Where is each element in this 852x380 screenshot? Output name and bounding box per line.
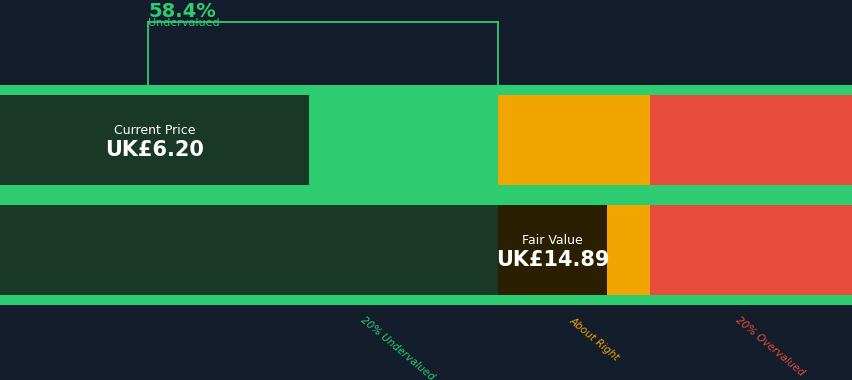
Text: Current Price: Current Price [113, 124, 195, 136]
Bar [649, 85, 852, 305]
Text: Undervalued: Undervalued [148, 18, 220, 28]
Bar [0, 195, 852, 205]
Bar [0, 185, 852, 195]
Bar [0, 95, 308, 185]
Text: Fair Value: Fair Value [521, 233, 583, 247]
Text: 58.4%: 58.4% [148, 2, 216, 21]
Bar [0, 295, 852, 305]
Bar [498, 85, 649, 305]
Text: About Right: About Right [567, 315, 620, 362]
Text: 20% Overvalued: 20% Overvalued [733, 315, 805, 378]
Bar [0, 205, 607, 295]
Text: UK£6.20: UK£6.20 [105, 140, 204, 160]
Text: UK£14.89: UK£14.89 [495, 250, 609, 270]
Text: 20% Undervalued: 20% Undervalued [358, 315, 435, 380]
Bar [498, 205, 607, 295]
Bar [0, 85, 498, 305]
Bar [0, 85, 852, 95]
